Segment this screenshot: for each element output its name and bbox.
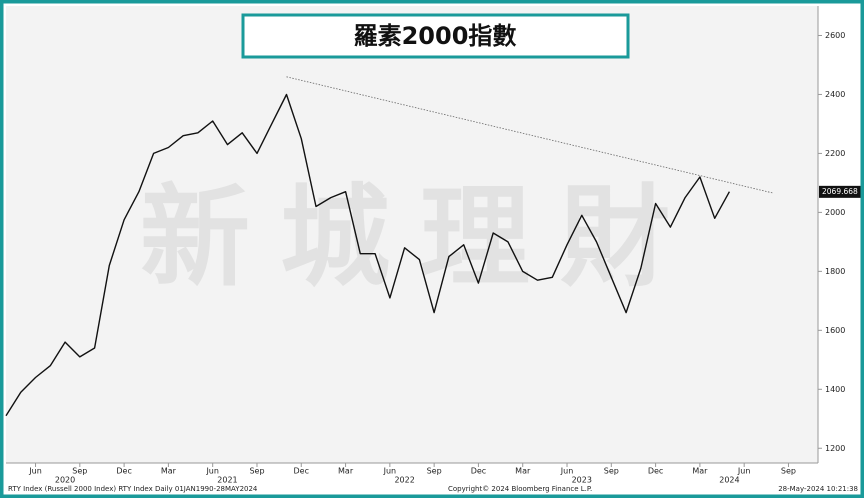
- title-box: [241, 13, 630, 59]
- marks: 1200 1400 1600 1800 2000 2200 2400 2600 Jun Sep De…: [5, 31, 861, 485]
- last-value-box: [819, 185, 861, 198]
- x-tick-label: Dec: [294, 467, 309, 476]
- footer-source: RTY Index (Russell 2000 Index) RTY Index…: [8, 485, 258, 493]
- price-line: [5, 93, 731, 417]
- x-tick-label: Sep: [427, 467, 442, 476]
- x-tick-label: Mar: [692, 467, 708, 476]
- x-tick-label: Dec: [648, 467, 663, 476]
- watermark: 新城理財: [140, 173, 700, 301]
- y-tick-label: 2000: [825, 208, 845, 217]
- x-tick-label: Mar: [338, 467, 354, 476]
- year-label: 2024: [719, 476, 739, 485]
- x-tick-label: Mar: [161, 467, 177, 476]
- x-tick-label: Sep: [249, 467, 264, 476]
- y-tick-label: 1800: [825, 267, 845, 276]
- year-label: 2020: [55, 476, 75, 485]
- x-tick-label: Mar: [515, 467, 531, 476]
- x-tick-label: Jun: [205, 467, 219, 476]
- trendline: [286, 76, 774, 194]
- footer-timestamp: 28-May-2024 10:21:38: [778, 485, 858, 493]
- x-tick-label: Jun: [737, 467, 751, 476]
- x-tick-label: Sep: [781, 467, 796, 476]
- footer-copyright: Copyright© 2024 Bloomberg Finance L.P.: [448, 485, 592, 493]
- y-tick-label: 1400: [825, 385, 845, 394]
- x-tick-label: Jun: [560, 467, 574, 476]
- x-tick-label: Jun: [28, 467, 42, 476]
- y-tick-label: 2400: [825, 90, 845, 99]
- x-tick-label: Dec: [116, 467, 131, 476]
- y-tick-label: 2600: [825, 31, 845, 40]
- x-tick-label: Sep: [604, 467, 619, 476]
- year-label: 2021: [217, 476, 237, 485]
- x-tick-label: Sep: [72, 467, 87, 476]
- year-label: 2022: [394, 476, 414, 485]
- x-tick-label: Dec: [471, 467, 486, 476]
- plot-area: [6, 6, 818, 463]
- last-value-label: 2069.668: [822, 187, 858, 196]
- y-tick-label: 2200: [825, 149, 845, 158]
- chart-title: 羅素2000指數: [354, 22, 517, 50]
- x-tick-label: Jun: [383, 467, 397, 476]
- y-tick-label: 1600: [825, 326, 845, 335]
- y-tick-label: 1200: [825, 444, 845, 453]
- year-label: 2023: [572, 476, 592, 485]
